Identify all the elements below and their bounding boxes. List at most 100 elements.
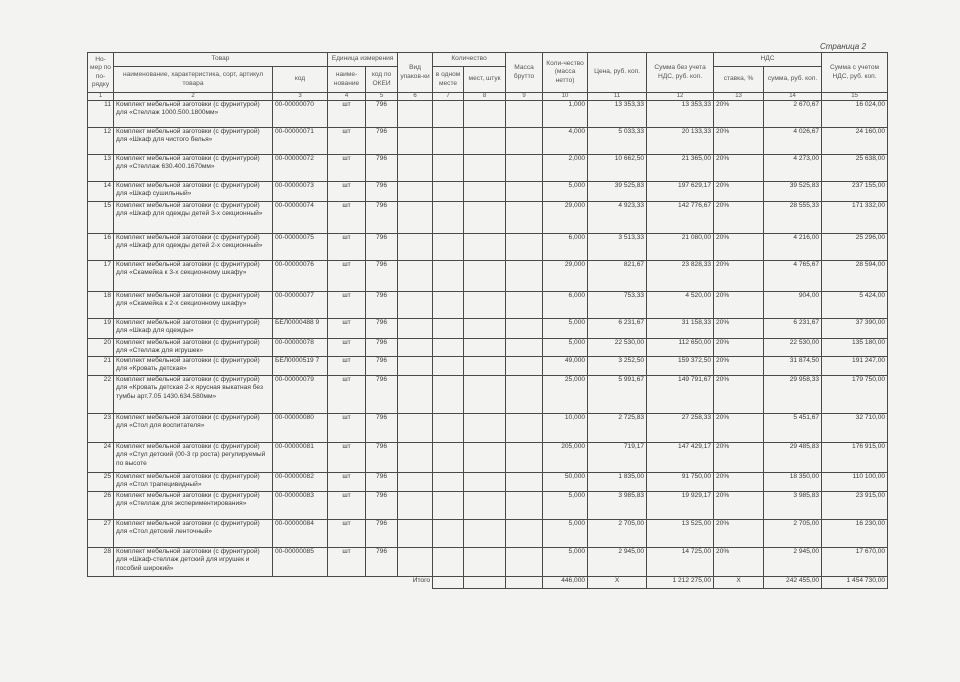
item-name: Комплект мебельной заготовки (с фурнитур… (113, 181, 273, 202)
vat-sum: 904,00 (763, 291, 823, 319)
vat-rate: 20% (713, 338, 765, 357)
header-qty-places: мест, штук (463, 66, 507, 93)
sum-no-vat: 20 133,33 (646, 127, 715, 155)
item-name: Комплект мебельной заготовки (с фурнитур… (113, 154, 273, 182)
qty-per-place (432, 338, 465, 357)
price: 10 662,50 (587, 154, 648, 182)
vat-sum: 4 765,67 (763, 260, 823, 292)
header-goods-name: наименование, характеристика, сорт, арти… (113, 66, 273, 93)
item-code: 00-00000084 (271, 519, 329, 548)
table-row: 25 Комплект мебельной заготовки (с фурнит… (87, 472, 889, 492)
unit-name: шт (327, 233, 367, 261)
okei-code: 796 (365, 201, 399, 234)
item-code: 00-00000080 (271, 413, 329, 443)
unit-name: шт (327, 375, 367, 414)
gross-mass (505, 547, 544, 577)
row-number: 28 (87, 547, 114, 577)
vat-rate: 20% (713, 127, 765, 155)
gross-mass (505, 442, 544, 473)
vat-rate: 20% (713, 356, 765, 376)
row-number: 20 (87, 338, 114, 357)
column-number: 8 (463, 92, 507, 101)
sum-no-vat: 91 750,00 (646, 472, 715, 492)
gross-mass (505, 375, 544, 414)
unit-name: шт (327, 413, 367, 443)
vat-sum: 4 026,67 (763, 127, 823, 155)
qty-per-place (432, 291, 465, 319)
vat-sum: 2 670,67 (763, 100, 823, 128)
header-goods-code: код (271, 66, 329, 93)
quantity: 5,000 (542, 181, 589, 202)
qty-per-place (432, 318, 465, 339)
vat-rate: 20% (713, 491, 765, 520)
gross-mass (505, 154, 544, 182)
okei-code: 796 (365, 413, 399, 443)
price: 2 725,83 (587, 413, 648, 443)
column-number: 1 (87, 92, 114, 101)
table-row: 13 Комплект мебельной заготовки (с фурнит… (87, 154, 889, 182)
pack-type (397, 491, 434, 520)
places-count (463, 154, 507, 182)
item-code: 00-00000076 (271, 260, 329, 292)
sum-with-vat: 135 180,00 (821, 338, 889, 357)
price: 1 835,00 (587, 472, 648, 492)
pack-type (397, 154, 434, 182)
item-name: Комплект мебельной заготовки (с фурнитур… (113, 413, 273, 443)
table-row: 21 Комплект мебельной заготовки (с фурнит… (87, 356, 889, 376)
qty-per-place (432, 127, 465, 155)
item-name: Комплект мебельной заготовки (с фурнитур… (113, 260, 273, 292)
sum-with-vat: 176 915,00 (821, 442, 889, 473)
page-number-label: Страница 2 (820, 42, 866, 51)
row-number: 13 (87, 154, 114, 182)
gross-mass (505, 260, 544, 292)
pack-type (397, 181, 434, 202)
pack-type (397, 233, 434, 261)
vat-rate: 20% (713, 201, 765, 234)
header-num: Но-мер по по-рядку (87, 52, 114, 93)
sum-with-vat: 110 100,00 (821, 472, 889, 492)
vat-rate: 20% (713, 233, 765, 261)
quantity: 1,000 (542, 100, 589, 128)
pack-type (397, 356, 434, 376)
sum-no-vat: 4 520,00 (646, 291, 715, 319)
table-row: 20 Комплект мебельной заготовки (с фурнит… (87, 338, 889, 357)
sum-no-vat: 27 258,33 (646, 413, 715, 443)
okei-code: 796 (365, 472, 399, 492)
qty-per-place (432, 413, 465, 443)
unit-name: шт (327, 154, 367, 182)
sum-with-vat: 16 024,00 (821, 100, 889, 128)
unit-name: шт (327, 127, 367, 155)
column-number: 13 (713, 92, 765, 101)
column-number: 12 (646, 92, 715, 101)
places-count (463, 442, 507, 473)
table-row: 11 Комплект мебельной заготовки (с фурнит… (87, 100, 889, 128)
price: 13 353,33 (587, 100, 648, 128)
sum-no-vat: 21 080,00 (646, 233, 715, 261)
pack-type (397, 547, 434, 577)
sum-no-vat: 147 429,17 (646, 442, 715, 473)
price: 2 705,00 (587, 519, 648, 548)
vat-sum: 4 273,00 (763, 154, 823, 182)
okei-code: 796 (365, 356, 399, 376)
invoice-table: Но-мер по по-рядку Товар Единица измерен… (87, 52, 889, 589)
quantity: 5,000 (542, 547, 589, 577)
header-sum-no-vat: Сумма без учета НДС, руб. коп. (646, 52, 715, 93)
row-number: 18 (87, 291, 114, 319)
quantity: 6,000 (542, 291, 589, 319)
column-number: 10 (542, 92, 589, 101)
quantity: 4,000 (542, 127, 589, 155)
places-count (463, 491, 507, 520)
gross-mass (505, 519, 544, 548)
item-name: Комплект мебельной заготовки (с фурнитур… (113, 491, 273, 520)
item-name: Комплект мебельной заготовки (с фурнитур… (113, 519, 273, 548)
vat-sum: 5 451,67 (763, 413, 823, 443)
qty-per-place (432, 442, 465, 473)
item-name: Комплект мебельной заготовки (с фурнитур… (113, 472, 273, 492)
header-vat-rate: ставка, % (713, 66, 765, 93)
row-number: 27 (87, 519, 114, 548)
totals-sum-no-vat: 1 212 275,00 (646, 576, 715, 589)
okei-code: 796 (365, 100, 399, 128)
qty-per-place (432, 100, 465, 128)
pack-type (397, 318, 434, 339)
places-count (463, 375, 507, 414)
